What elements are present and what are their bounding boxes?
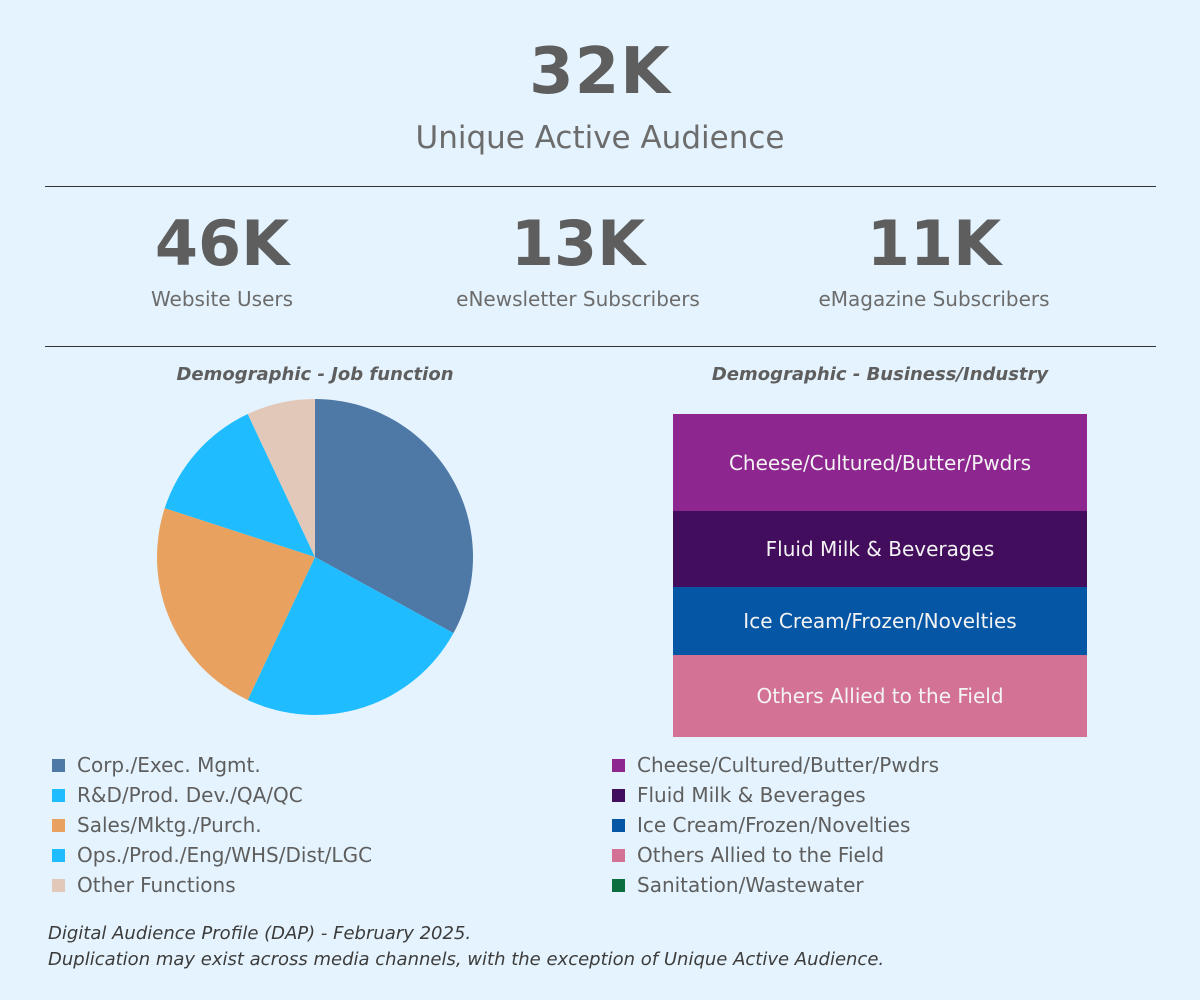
legend-swatch [52, 878, 65, 892]
legend-label: Fluid Milk & Beverages [637, 783, 866, 807]
legend-label: Other Functions [77, 873, 236, 897]
top-divider [45, 186, 1156, 187]
footnote-line-2: Duplication may exist across media chann… [48, 949, 885, 970]
hero-kpi: 32K Unique Active Audience [0, 32, 1200, 160]
legend-swatch [612, 818, 625, 832]
industry-treemap: Cheese/Cultured/Butter/Pwdrs Fluid Milk &… [673, 414, 1087, 737]
legend-label: Sales/Mktg./Purch. [77, 813, 262, 837]
pie-slice-other-functions [247, 399, 315, 557]
legend-swatch [612, 758, 625, 772]
job-function-chart-title: Demographic - Job function [176, 364, 454, 385]
legend-item-sales-mktg-purch: Sales/Mktg./Purch. [52, 810, 372, 840]
legend-swatch [52, 848, 65, 862]
footnote: Digital Audience Profile (DAP) - Februar… [48, 921, 884, 973]
industry-legend: Cheese/Cultured/Butter/Pwdrs Fluid Milk &… [612, 750, 939, 900]
legend-item-sanitation-wastewater: Sanitation/Wastewater [612, 870, 939, 900]
legend-item-other-functions: Other Functions [52, 870, 372, 900]
legend-label: Sanitation/Wastewater [637, 873, 864, 897]
legend-label: Ops./Prod./Eng/WHS/Dist/LGC [77, 843, 373, 867]
legend-item-others-allied-to-the-field: Others Allied to the Field [612, 840, 939, 870]
treemap-block-others-allied-to-the-field: Others Allied to the Field [673, 655, 1087, 737]
legend-item-ops-prod-eng-whs-dist-lgc: Ops./Prod./Eng/WHS/Dist/LGC [52, 840, 372, 870]
job-function-pie-chart [156, 399, 474, 715]
middle-divider [45, 346, 1156, 347]
legend-item-corp-exec-mgmt: Corp./Exec. Mgmt. [52, 750, 372, 780]
pie-slice-corp-exec-mgmt [315, 399, 474, 634]
kpi-enewsletter-subscribers: 13K eNewsletter Subscribers [398, 205, 758, 313]
industry-chart-title: Demographic - Business/Industry [711, 364, 1049, 385]
kpi-website-users: 46K Website Users [42, 205, 402, 313]
unique-audience-label: Unique Active Audience [415, 120, 785, 156]
pie-slice-sales-mktg-purch [156, 508, 315, 700]
legend-item-ice-cream-frozen-novelties: Ice Cream/Frozen/Novelties [612, 810, 939, 840]
treemap-block-fluid-milk-beverages: Fluid Milk & Beverages [673, 511, 1087, 587]
job-function-legend: Corp./Exec. Mgmt. R&D/Prod. Dev./QA/QC Sal… [52, 750, 372, 900]
kpi-value: 11K [866, 207, 1002, 280]
legend-label: Others Allied to the Field [637, 843, 885, 867]
legend-item-fluid-milk-beverages: Fluid Milk & Beverages [612, 780, 939, 810]
kpi-value: 46K [154, 207, 290, 280]
pie-slice-ops-prod-eng-whs-dist-lgc [164, 414, 315, 557]
legend-label: R&D/Prod. Dev./QA/QC [77, 783, 303, 807]
legend-swatch [612, 848, 625, 862]
kpi-label: eNewsletter Subscribers [456, 287, 700, 311]
legend-swatch [612, 788, 625, 802]
legend-swatch [52, 758, 65, 772]
legend-swatch [52, 818, 65, 832]
legend-label: Cheese/Cultured/Butter/Pwdrs [637, 753, 940, 777]
treemap-block-cheese-cultured-butter-pwdrs: Cheese/Cultured/Butter/Pwdrs [673, 414, 1087, 511]
pie-slice-r-d-prod-dev-qa-qc [247, 557, 454, 715]
legend-swatch [52, 788, 65, 802]
footnote-line-1: Digital Audience Profile (DAP) - Februar… [48, 923, 472, 944]
legend-label: Ice Cream/Frozen/Novelties [637, 813, 911, 837]
kpi-label: eMagazine Subscribers [818, 287, 1050, 311]
legend-item-cheese-cultured-butter-pwdrs: Cheese/Cultured/Butter/Pwdrs [612, 750, 939, 780]
legend-item-r-d-prod-dev-qa-qc: R&D/Prod. Dev./QA/QC [52, 780, 372, 810]
unique-audience-value: 32K [529, 35, 671, 109]
kpi-emagazine-subscribers: 11K eMagazine Subscribers [754, 205, 1114, 313]
legend-swatch [612, 878, 625, 892]
kpi-value: 13K [510, 207, 646, 280]
treemap-block-ice-cream-frozen-novelties: Ice Cream/Frozen/Novelties [673, 587, 1087, 655]
legend-label: Corp./Exec. Mgmt. [77, 753, 261, 777]
kpi-label: Website Users [150, 287, 294, 311]
